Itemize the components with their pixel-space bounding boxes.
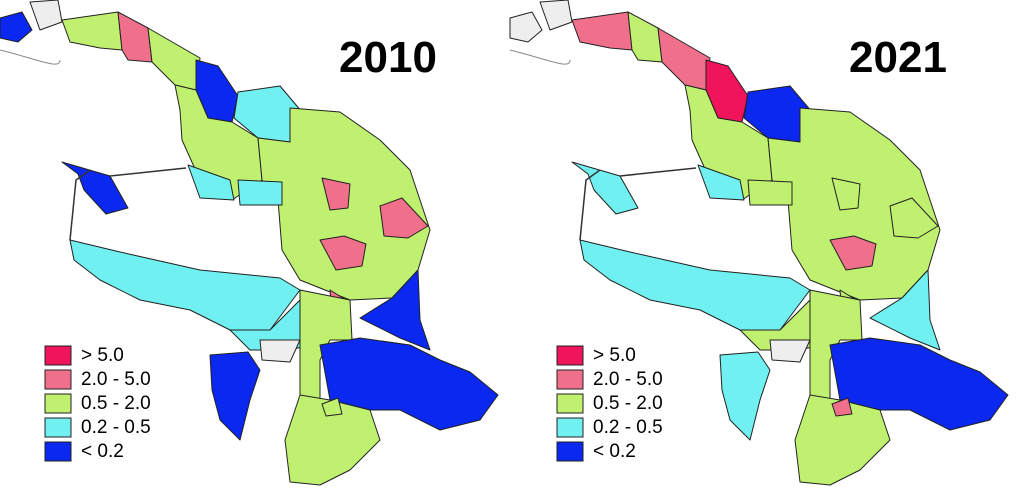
legend-label: > 5.0 [81,345,124,366]
legend-swatch [556,417,584,438]
legend-label: < 0.2 [593,441,636,462]
legend-swatch [44,441,72,462]
legend-label: < 0.2 [81,441,124,462]
legend-swatch [556,345,584,366]
map-title: 2021 [849,33,947,82]
legend-swatch [44,345,72,366]
legend-swatch [44,393,72,414]
map-title: 2010 [339,33,437,82]
legend-label: > 5.0 [593,345,636,366]
legend-swatch [44,417,72,438]
legend-label: 2.0 - 5.0 [81,369,151,390]
legend-swatch [556,369,584,390]
legend-swatch [556,393,584,414]
legend-label: 0.2 - 0.5 [81,417,151,438]
legend-swatch [44,369,72,390]
legend-label: 0.2 - 0.5 [593,417,663,438]
legend-label: 2.0 - 5.0 [593,369,663,390]
legend-label: 0.5 - 2.0 [593,393,663,414]
legend-label: 0.5 - 2.0 [81,393,151,414]
legend-swatch [556,441,584,462]
